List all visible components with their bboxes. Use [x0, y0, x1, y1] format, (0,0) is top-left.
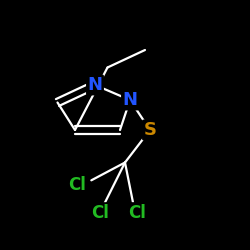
Text: Cl: Cl [68, 176, 86, 194]
Text: N: N [88, 76, 102, 94]
Text: Cl: Cl [128, 204, 146, 222]
Text: N: N [122, 91, 138, 109]
Text: Cl: Cl [91, 204, 109, 222]
Text: S: S [144, 121, 156, 139]
